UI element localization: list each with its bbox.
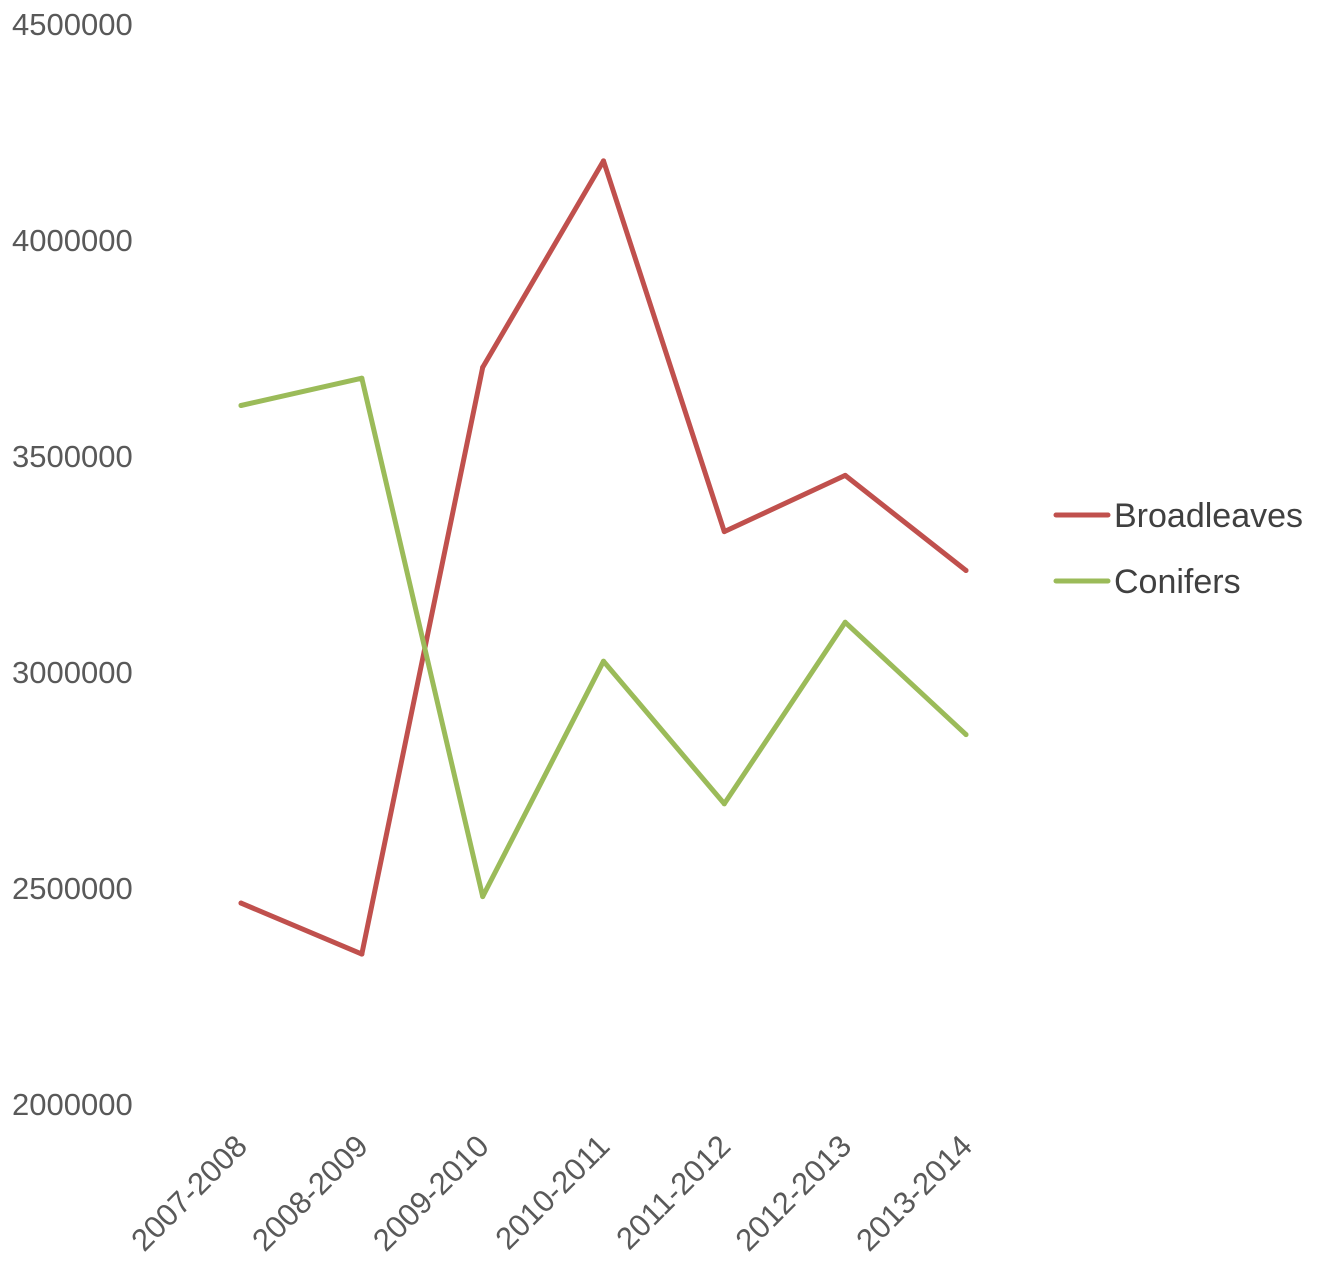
x-tick-label: 2007-2008 bbox=[124, 1128, 254, 1258]
y-tick-label: 2000000 bbox=[12, 1087, 133, 1122]
y-tick-label: 2500000 bbox=[12, 871, 133, 906]
x-tick-label: 2008-2009 bbox=[245, 1128, 375, 1258]
data-point-broadleaves bbox=[601, 158, 606, 164]
data-point-broadleaves bbox=[963, 568, 969, 573]
x-tick-label: 2010-2011 bbox=[488, 1128, 616, 1256]
data-point-conifers bbox=[963, 732, 969, 738]
plot-area bbox=[238, 158, 969, 957]
y-tick-label: 4500000 bbox=[12, 7, 133, 42]
data-point-conifers bbox=[842, 619, 848, 625]
data-point-conifers bbox=[359, 375, 365, 381]
series-line-broadleaves bbox=[238, 158, 969, 957]
y-axis: 2000000 2500000 3000000 3500000 4000000 45000… bbox=[12, 7, 133, 1122]
data-point-broadleaves bbox=[238, 900, 244, 906]
data-point-conifers bbox=[238, 403, 244, 408]
x-tick-label: 2012-2013 bbox=[729, 1128, 859, 1258]
y-tick-label: 4000000 bbox=[12, 223, 133, 258]
data-point-broadleaves bbox=[480, 364, 486, 370]
x-tick-label: 2009-2010 bbox=[366, 1128, 496, 1258]
x-tick-label: 2013-2014 bbox=[849, 1128, 979, 1258]
data-point-broadleaves bbox=[359, 951, 365, 957]
data-point-conifers bbox=[721, 801, 727, 807]
data-point-broadleaves bbox=[842, 472, 848, 478]
data-point-conifers bbox=[601, 658, 606, 664]
data-point-conifers bbox=[480, 894, 486, 900]
legend-item-conifers: Conifers bbox=[1053, 563, 1241, 601]
x-axis: 2007-20082008-20092009-20102010-20112011… bbox=[124, 1128, 979, 1258]
y-tick-label: 3000000 bbox=[12, 655, 133, 690]
legend-label: Conifers bbox=[1114, 563, 1241, 601]
legend-item-broadleaves: Broadleaves bbox=[1053, 497, 1303, 535]
data-point-broadleaves bbox=[721, 529, 727, 535]
x-tick-label: 2011-2012 bbox=[609, 1128, 737, 1256]
y-tick-label: 3500000 bbox=[12, 439, 133, 474]
legend-label: Broadleaves bbox=[1114, 497, 1303, 535]
series-line-conifers bbox=[238, 375, 969, 900]
legend: Broadleaves Conifers bbox=[1053, 497, 1303, 601]
